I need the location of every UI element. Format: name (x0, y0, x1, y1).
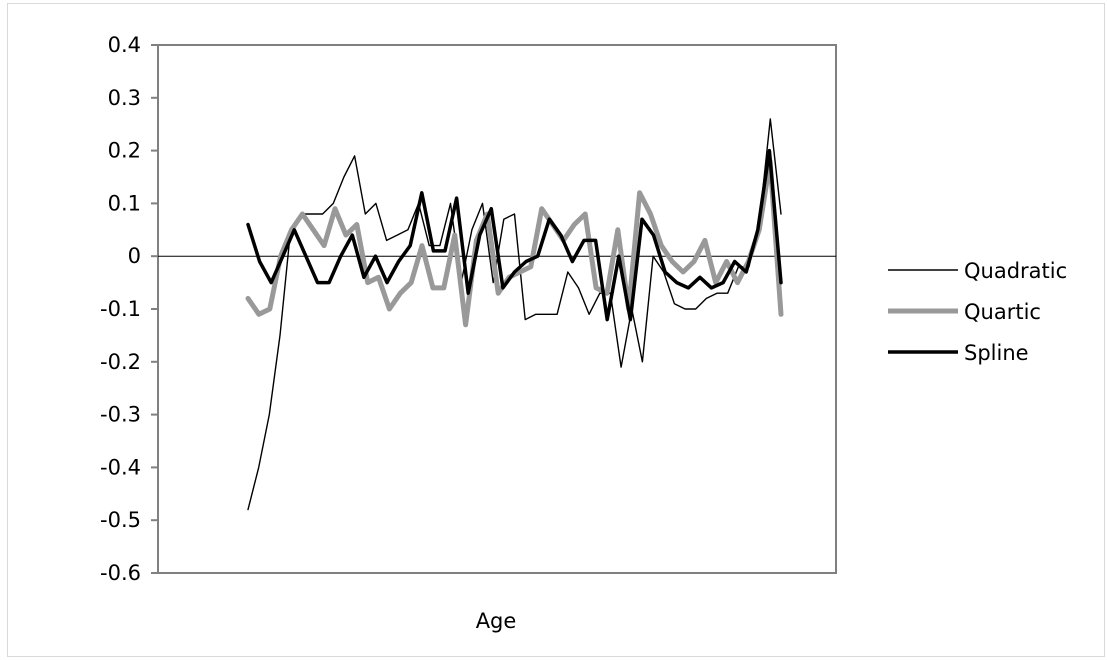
series-line-spline (246, 148, 783, 322)
x-axis-title: Age (476, 609, 517, 633)
y-axis-tick-labels: 0.4 0.3 0.2 0.1 0 -0.1 -0.2 -0.3 -0.4 -0.5 -0.6 (100, 33, 141, 585)
y-tick-label: -0.2 (100, 350, 141, 374)
legend: Quadratic Quartic Spline (888, 259, 1067, 365)
plot-area (157, 44, 837, 574)
legend-label-spline: Spline (964, 341, 1029, 365)
chart-frame (7, 3, 1105, 657)
y-tick-label: -0.6 (100, 561, 141, 585)
y-tick-label: 0.1 (108, 191, 141, 215)
legend-label-quartic: Quartic (964, 300, 1041, 324)
y-tick-label: -0.5 (100, 508, 141, 532)
series-line-quartic (245, 158, 784, 328)
y-tick-label: -0.3 (100, 403, 141, 427)
y-axis-ticks (151, 44, 158, 574)
series-line-quadratic (247, 118, 782, 511)
y-tick-label: 0 (128, 244, 141, 268)
y-tick-label: 0.2 (108, 139, 141, 163)
y-tick-label: -0.1 (100, 297, 141, 321)
y-tick-label: 0.3 (108, 86, 141, 110)
y-tick-label: 0.4 (108, 33, 141, 57)
legend-label-quadratic: Quadratic (964, 259, 1067, 283)
y-tick-label: -0.4 (100, 455, 141, 479)
series-lines (245, 118, 784, 511)
